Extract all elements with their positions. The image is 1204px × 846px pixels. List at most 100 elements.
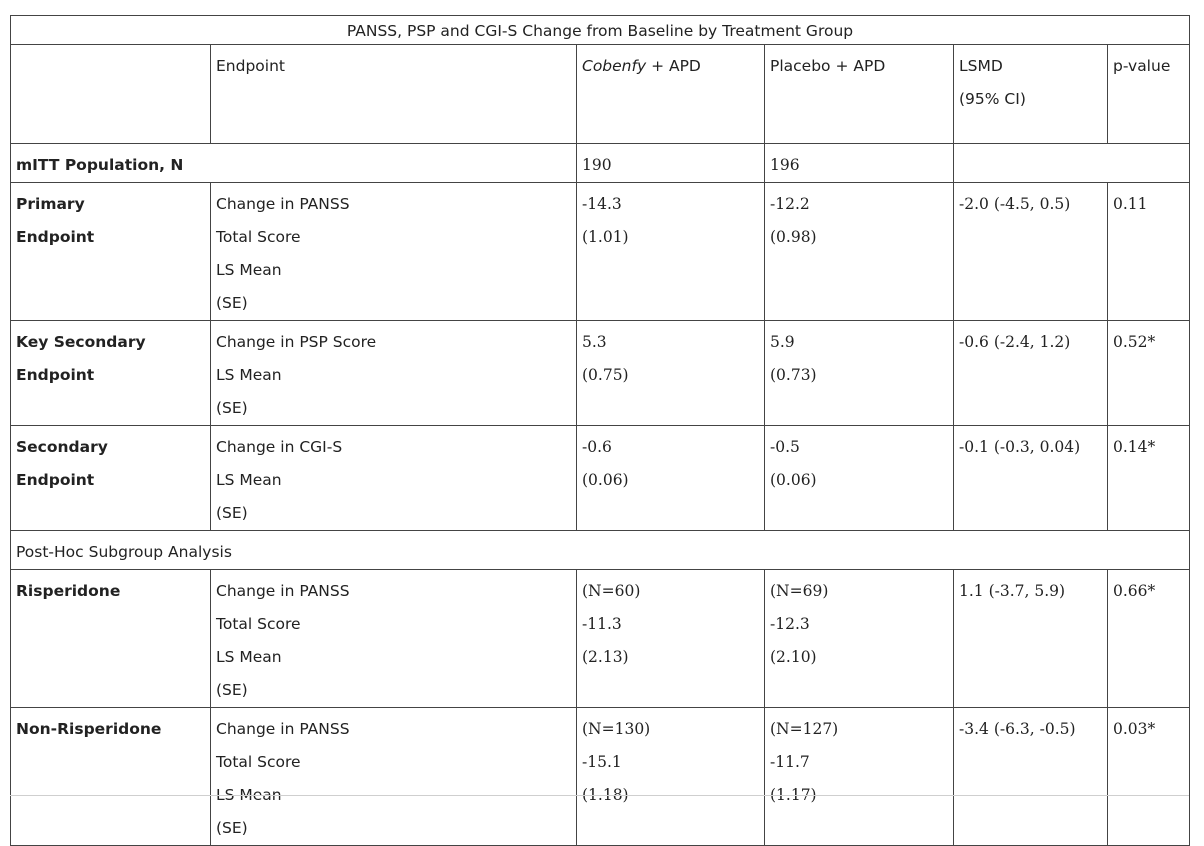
placebo-value-cell-line: 5.9 — [770, 333, 795, 351]
endpoint-cell-line: LS Mean — [216, 648, 282, 666]
drug-value-cell: (N=60) -11.3 (2.13) — [576, 569, 765, 708]
table-row: Primary Endpoint Change in PANSS Total Scor… — [10, 182, 1191, 321]
subgroup-header: Post-Hoc Subgroup Analysis — [9, 530, 1191, 570]
pvalue-cell: 0.03* — [1106, 707, 1191, 846]
endpoint-cell: Change in PANSS Total Score LS Mean (SE) — [210, 182, 577, 321]
pvalue-cell: 0.52* — [1106, 320, 1191, 426]
table-row: Key Secondary Endpoint Change in PSP Score… — [10, 320, 1191, 426]
row-label-line: Key Secondary — [16, 333, 146, 351]
results-table: PANSS, PSP and CGI-S Change from Baselin… — [9, 15, 1191, 846]
subgroup-label: Risperidone — [10, 569, 211, 708]
header-lsmd-label: LSMD — [959, 57, 1003, 75]
header-placebo: Placebo + APD — [764, 44, 954, 144]
endpoint-cell-line: Total Score — [216, 615, 301, 633]
table-caption: PANSS, PSP and CGI-S Change from Baselin… — [9, 15, 1191, 45]
placebo-value-cell-line: (0.73) — [770, 366, 817, 384]
table-row: Secondary Endpoint Change in CGI-S LS Mean (… — [10, 425, 1191, 531]
caption-row: PANSS, PSP and CGI-S Change from Baselin… — [9, 15, 1191, 45]
drug-value-cell-line: -0.6 — [582, 438, 612, 456]
placebo-value-cell-line: (0.06) — [770, 471, 817, 489]
endpoint-cell-line: LS Mean — [216, 261, 282, 279]
row-label: Primary Endpoint — [10, 182, 211, 321]
placebo-value-cell: 5.9 (0.73) — [764, 320, 954, 426]
drug-value-cell-line: (0.75) — [582, 366, 629, 384]
header-drug: Cobenfy + APD — [576, 44, 765, 144]
row-label-line: Endpoint — [16, 366, 95, 384]
mitt-empty-cell — [952, 143, 1191, 183]
endpoint-cell-line: Change in CGI-S — [216, 438, 343, 456]
row-label-line: Primary — [16, 195, 85, 213]
pvalue-cell: 0.14* — [1106, 425, 1191, 531]
endpoint-cell-line: Change in PANSS — [216, 582, 350, 600]
endpoint-cell-line: LS Mean — [216, 471, 282, 489]
bottom-divider — [10, 795, 1189, 796]
endpoint-cell-line: LS Mean — [216, 366, 282, 384]
endpoint-cell-line: (SE) — [216, 399, 248, 417]
endpoint-cell: Change in CGI-S LS Mean (SE) — [210, 425, 577, 531]
mitt-placebo-n: 196 — [764, 143, 954, 183]
endpoint-cell-line: (SE) — [216, 504, 248, 522]
drug-value-cell: -0.6 (0.06) — [576, 425, 765, 531]
placebo-value-cell-line: (N=69) — [770, 582, 829, 600]
mitt-drug-n: 190 — [576, 143, 765, 183]
row-label-line: Secondary — [16, 438, 108, 456]
placebo-value-cell-line: -0.5 — [770, 438, 800, 456]
endpoint-cell: Change in PSP Score LS Mean (SE) — [210, 320, 577, 426]
drug-value-cell-line: -11.3 — [582, 615, 622, 633]
endpoint-cell-line: Change in PANSS — [216, 195, 350, 213]
header-pvalue: p-value — [1106, 44, 1191, 144]
placebo-value-cell-line: -12.3 — [770, 615, 810, 633]
mitt-label: mITT Population, N — [10, 143, 577, 183]
row-label: Secondary Endpoint — [10, 425, 211, 531]
endpoint-cell: Change in PANSS Total Score LS Mean (SE) — [210, 707, 577, 846]
endpoint-cell-line: Total Score — [216, 228, 301, 246]
placebo-value-cell-line: (2.10) — [770, 648, 817, 666]
endpoint-cell-line: Change in PSP Score — [216, 333, 377, 351]
table-row: Risperidone Change in PANSS Total Score LS … — [10, 569, 1191, 708]
header-endpoint: Endpoint — [210, 44, 577, 144]
drug-value-cell: (N=130) -15.1 (1.18) — [576, 707, 765, 846]
row-label-line: Endpoint — [16, 228, 95, 246]
drug-value-cell: 5.3 (0.75) — [576, 320, 765, 426]
table-row: Non-Risperidone Change in PANSS Total Scor… — [10, 707, 1191, 846]
placebo-value-cell: -0.5 (0.06) — [764, 425, 954, 531]
header-empty-cell — [10, 44, 211, 144]
pvalue-cell: 0.66* — [1106, 569, 1191, 708]
placebo-value-cell-line: (0.98) — [770, 228, 817, 246]
endpoint-cell-line: Total Score — [216, 753, 301, 771]
subgroup-rows: Risperidone Change in PANSS Total Score LS … — [10, 569, 1191, 846]
drug-value-cell-line: (2.13) — [582, 648, 629, 666]
lsmd-cell: 1.1 (-3.7, 5.9) — [953, 569, 1108, 708]
placebo-value-cell-line: (N=127) — [770, 720, 839, 738]
drug-suffix: + APD — [646, 57, 701, 75]
drug-value-cell-line: (N=130) — [582, 720, 651, 738]
header-lsmd-ci: (95% CI) — [959, 90, 1026, 108]
drug-value-cell-line: -15.1 — [582, 753, 622, 771]
endpoint-cell-line: (SE) — [216, 819, 248, 837]
pvalue-cell: 0.11 — [1106, 182, 1191, 321]
row-label-line: Endpoint — [16, 471, 95, 489]
placebo-value-cell: (N=127) -11.7 (1.17) — [764, 707, 954, 846]
endpoint-rows: Primary Endpoint Change in PANSS Total Scor… — [10, 182, 1191, 531]
drug-value-cell-line: (0.06) — [582, 471, 629, 489]
drug-value-cell-line: (N=60) — [582, 582, 641, 600]
placebo-value-cell-line: -12.2 — [770, 195, 810, 213]
endpoint-cell-line: Change in PANSS — [216, 720, 350, 738]
placebo-value-cell: (N=69) -12.3 (2.10) — [764, 569, 954, 708]
placebo-value-cell-line: -11.7 — [770, 753, 810, 771]
subgroup-label-line: Non-Risperidone — [16, 720, 162, 738]
lsmd-cell: -3.4 (-6.3, -0.5) — [953, 707, 1108, 846]
lsmd-cell: -2.0 (-4.5, 0.5) — [953, 182, 1108, 321]
lsmd-cell: -0.1 (-0.3, 0.04) — [953, 425, 1108, 531]
header-row: Endpoint Cobenfy + APD Placebo + APD LSM… — [10, 44, 1191, 144]
drug-value-cell-line: -14.3 — [582, 195, 622, 213]
endpoint-cell: Change in PANSS Total Score LS Mean (SE) — [210, 569, 577, 708]
subgroup-label: Non-Risperidone — [10, 707, 211, 846]
drug-value-cell-line: (1.01) — [582, 228, 629, 246]
subgroup-header-row: Post-Hoc Subgroup Analysis — [9, 530, 1191, 570]
drug-value-cell-line: 5.3 — [582, 333, 607, 351]
row-label: Key Secondary Endpoint — [10, 320, 211, 426]
subgroup-label-line: Risperidone — [16, 582, 121, 600]
drug-value-cell: -14.3 (1.01) — [576, 182, 765, 321]
placebo-value-cell: -12.2 (0.98) — [764, 182, 954, 321]
